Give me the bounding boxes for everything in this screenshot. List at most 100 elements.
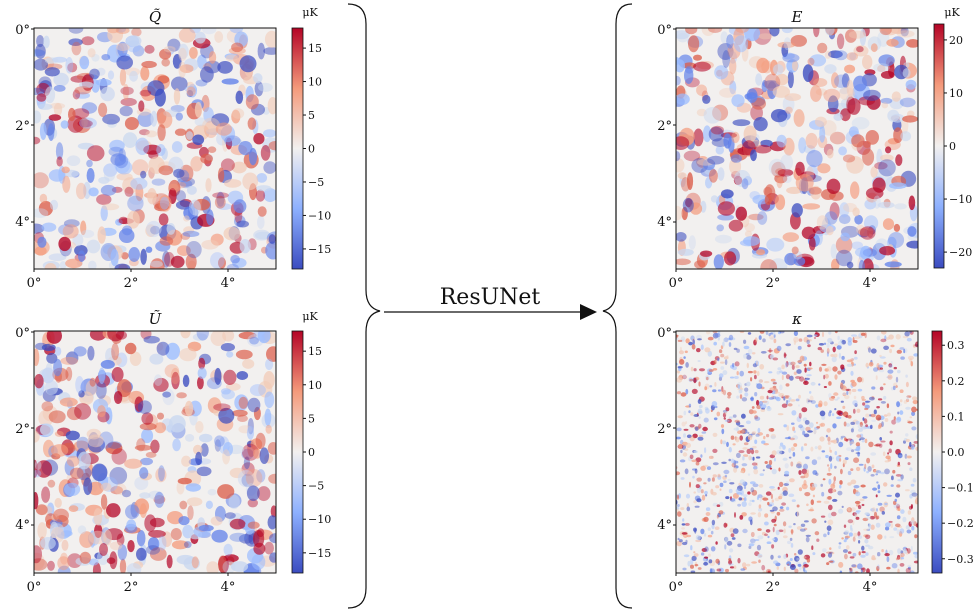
field-blob (697, 567, 702, 570)
field-blob (826, 525, 832, 531)
field-blob (879, 354, 882, 358)
field-blob (697, 399, 702, 404)
field-blob (83, 181, 91, 200)
field-blob (97, 405, 106, 418)
field-blob (849, 567, 853, 572)
field-blob (74, 86, 92, 95)
field-blob (837, 335, 840, 341)
field-blob (163, 46, 176, 53)
field-blob (761, 564, 766, 571)
field-blob (223, 369, 237, 385)
field-blob (877, 201, 895, 209)
field-blob (126, 210, 140, 229)
field-blob (871, 557, 877, 561)
field-blob (908, 331, 913, 334)
field-blob (72, 108, 90, 119)
field-blob (911, 517, 915, 523)
arrow-label: ResUNet (440, 285, 541, 310)
field-blob (225, 54, 238, 62)
field-blob (875, 522, 881, 528)
field-blob (105, 442, 123, 455)
field-blob (79, 531, 94, 548)
field-blob (796, 511, 799, 517)
field-blob (724, 536, 729, 543)
field-blob (867, 346, 871, 350)
field-blob (676, 427, 682, 432)
field-blob (40, 423, 54, 437)
field-blob (693, 527, 697, 532)
field-blob (712, 331, 718, 334)
field-blob (676, 57, 681, 65)
field-blob (235, 349, 253, 360)
field-blob (763, 400, 770, 406)
field-blob (890, 344, 895, 348)
field-blob (891, 419, 897, 425)
field-blob (34, 552, 45, 571)
field-blob (876, 481, 879, 484)
field-blob (132, 45, 145, 57)
field-blob (714, 333, 721, 338)
field-blob (729, 482, 735, 485)
field-blob (818, 383, 821, 386)
field-blob (41, 222, 57, 232)
field-blob (897, 479, 903, 482)
field-blob (746, 563, 751, 567)
field-blob (756, 496, 760, 500)
field-blob (698, 381, 701, 387)
field-blob (806, 503, 809, 507)
field-blob (729, 376, 735, 379)
field-blob (760, 508, 763, 511)
field-blob (792, 426, 795, 432)
field-blob (827, 436, 831, 442)
field-blob (875, 443, 881, 447)
field-blob (868, 347, 871, 353)
panel-title: Ũ (149, 310, 163, 328)
field-blob (754, 337, 758, 343)
field-blob (140, 66, 150, 81)
field-blob (691, 555, 697, 562)
field-blob (36, 35, 45, 48)
field-blob (741, 178, 749, 190)
field-blob (740, 470, 745, 474)
field-blob (893, 527, 898, 531)
field-blob (857, 376, 863, 383)
field-blob (715, 145, 724, 155)
field-blob (697, 158, 715, 166)
field-blob (731, 94, 745, 107)
field-blob (892, 385, 896, 391)
field-blob (246, 425, 255, 440)
field-blob (912, 399, 918, 405)
field-blob (911, 426, 917, 431)
field-blob (860, 484, 866, 488)
field-blob (750, 487, 755, 493)
field-blob (720, 189, 734, 199)
field-blob (715, 558, 720, 564)
field-blob (194, 31, 206, 44)
field-blob (206, 561, 220, 573)
field-blob (164, 252, 175, 267)
field-blob (764, 521, 769, 526)
field-blob (831, 413, 835, 417)
field-blob (803, 479, 807, 486)
field-blob (757, 528, 762, 531)
field-blob (748, 213, 764, 221)
field-blob (695, 457, 702, 463)
field-blob (723, 469, 730, 475)
field-blob (77, 525, 87, 535)
field-blob (121, 252, 129, 260)
field-blob (890, 113, 905, 123)
field-blob (853, 45, 869, 57)
field-blob (117, 41, 128, 58)
field-blob (48, 410, 66, 424)
field-blob (830, 483, 836, 490)
field-blob (217, 484, 235, 499)
field-blob (883, 361, 887, 365)
field-blob (136, 438, 146, 452)
field-blob (787, 361, 793, 366)
field-blob (54, 497, 62, 508)
field-blob (75, 376, 84, 394)
field-blob (690, 412, 694, 416)
field-blob (806, 398, 810, 404)
field-blob (757, 553, 763, 558)
field-blob (907, 510, 912, 515)
